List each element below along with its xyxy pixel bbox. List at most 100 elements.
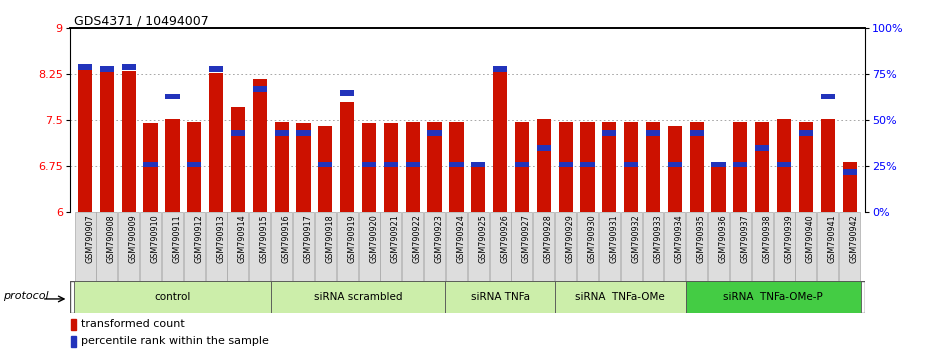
- Text: percentile rank within the sample: percentile rank within the sample: [82, 336, 270, 346]
- Bar: [362, 124, 376, 212]
- Bar: [512, 212, 532, 281]
- Bar: [559, 162, 573, 167]
- Bar: [603, 131, 617, 136]
- Text: GSM790918: GSM790918: [326, 215, 334, 263]
- Bar: [100, 73, 114, 212]
- Bar: [340, 90, 354, 96]
- Bar: [708, 212, 729, 281]
- Bar: [231, 107, 245, 212]
- Bar: [118, 212, 140, 281]
- Bar: [315, 212, 336, 281]
- Bar: [843, 169, 857, 175]
- Text: GSM790936: GSM790936: [719, 215, 727, 263]
- Bar: [554, 281, 685, 313]
- Bar: [603, 122, 617, 212]
- Bar: [817, 212, 838, 281]
- Bar: [337, 212, 358, 281]
- Bar: [405, 122, 419, 212]
- Bar: [166, 94, 179, 99]
- Bar: [297, 124, 311, 212]
- Bar: [646, 122, 660, 212]
- Bar: [755, 122, 769, 212]
- Bar: [206, 212, 227, 281]
- Text: control: control: [154, 292, 191, 302]
- Bar: [774, 212, 794, 281]
- Bar: [184, 212, 205, 281]
- Bar: [384, 124, 398, 212]
- Bar: [228, 212, 248, 281]
- Bar: [297, 131, 311, 136]
- Text: GSM790937: GSM790937: [740, 215, 750, 263]
- Bar: [472, 163, 485, 212]
- Bar: [253, 79, 267, 212]
- Bar: [686, 212, 707, 281]
- Text: GSM790940: GSM790940: [806, 215, 815, 263]
- Bar: [362, 162, 376, 167]
- Bar: [318, 162, 332, 167]
- Bar: [799, 122, 813, 212]
- Text: transformed count: transformed count: [82, 319, 185, 329]
- Text: GSM790919: GSM790919: [347, 215, 356, 263]
- Bar: [690, 131, 704, 136]
- Bar: [533, 212, 554, 281]
- Text: GSM790916: GSM790916: [282, 215, 291, 263]
- Bar: [493, 66, 507, 72]
- Bar: [71, 336, 75, 347]
- Text: GSM790910: GSM790910: [151, 215, 160, 263]
- Text: GSM790931: GSM790931: [609, 215, 618, 263]
- Bar: [643, 212, 663, 281]
- Bar: [272, 212, 292, 281]
- Bar: [515, 122, 529, 212]
- Bar: [405, 162, 419, 167]
- Bar: [74, 281, 271, 313]
- Bar: [403, 212, 423, 281]
- Bar: [384, 162, 398, 167]
- Text: GSM790922: GSM790922: [413, 215, 421, 263]
- Bar: [668, 162, 682, 167]
- Bar: [580, 162, 594, 167]
- Bar: [143, 124, 158, 212]
- Text: protocol: protocol: [4, 291, 49, 301]
- Text: siRNA  TNFa-OMe: siRNA TNFa-OMe: [576, 292, 665, 302]
- Text: GSM790914: GSM790914: [238, 215, 247, 263]
- Bar: [253, 86, 267, 92]
- Bar: [685, 281, 860, 313]
- Text: GSM790912: GSM790912: [194, 215, 204, 263]
- Bar: [537, 119, 551, 212]
- Text: GSM790923: GSM790923: [434, 215, 444, 263]
- Bar: [777, 119, 791, 212]
- Bar: [820, 119, 835, 212]
- Bar: [122, 64, 136, 70]
- Text: GSM790935: GSM790935: [697, 215, 706, 263]
- Text: GSM790920: GSM790920: [369, 215, 378, 263]
- Bar: [274, 131, 288, 136]
- Bar: [664, 212, 685, 281]
- Bar: [249, 212, 271, 281]
- Text: GDS4371 / 10494007: GDS4371 / 10494007: [74, 14, 209, 27]
- Bar: [380, 212, 402, 281]
- Text: siRNA scrambled: siRNA scrambled: [313, 292, 403, 302]
- Bar: [599, 212, 619, 281]
- Bar: [668, 126, 682, 212]
- Bar: [74, 212, 96, 281]
- Bar: [428, 122, 442, 212]
- Text: GSM790917: GSM790917: [303, 215, 312, 263]
- Text: GSM790907: GSM790907: [85, 215, 94, 263]
- Bar: [730, 212, 751, 281]
- Bar: [449, 162, 463, 167]
- Bar: [820, 94, 835, 99]
- Bar: [428, 131, 442, 136]
- Bar: [537, 145, 551, 151]
- Bar: [624, 122, 638, 212]
- Text: GSM790941: GSM790941: [828, 215, 837, 263]
- Bar: [293, 212, 314, 281]
- Bar: [71, 319, 75, 330]
- Bar: [162, 212, 183, 281]
- Text: GSM790913: GSM790913: [216, 215, 225, 263]
- Bar: [472, 162, 485, 167]
- Bar: [445, 212, 467, 281]
- Bar: [489, 212, 511, 281]
- Bar: [751, 212, 773, 281]
- Text: GSM790939: GSM790939: [784, 215, 793, 263]
- Bar: [624, 162, 638, 167]
